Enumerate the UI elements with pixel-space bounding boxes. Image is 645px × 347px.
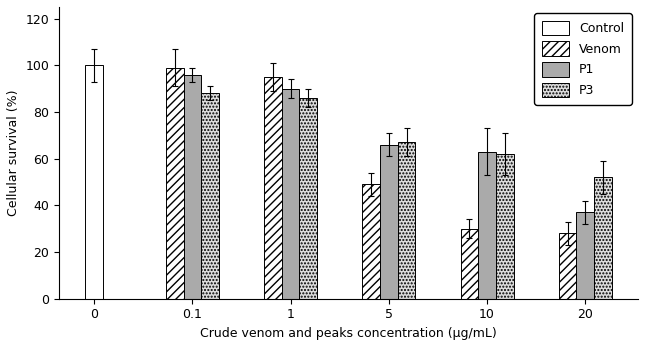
X-axis label: Crude venom and peaks concentration (μg/mL): Crude venom and peaks concentration (μg/… (200, 327, 497, 340)
Bar (577, 212, 594, 299)
Bar (478, 152, 496, 299)
Bar (201, 93, 219, 299)
Legend: Control, Venom, P1, P3: Control, Venom, P1, P3 (534, 13, 632, 105)
Bar (264, 77, 282, 299)
Y-axis label: Cellular survival (%): Cellular survival (%) (7, 90, 20, 216)
Bar (398, 142, 415, 299)
Bar (299, 98, 317, 299)
Bar (461, 229, 478, 299)
Bar (282, 88, 299, 299)
Bar (184, 75, 201, 299)
Bar (85, 65, 103, 299)
Bar (380, 145, 398, 299)
Bar (559, 234, 577, 299)
Bar (594, 177, 611, 299)
Bar (362, 184, 380, 299)
Bar (166, 68, 184, 299)
Bar (496, 154, 513, 299)
